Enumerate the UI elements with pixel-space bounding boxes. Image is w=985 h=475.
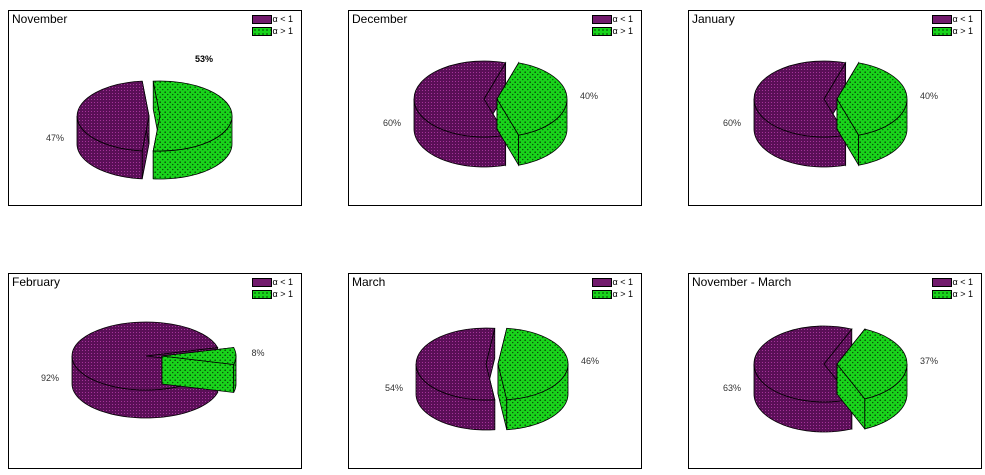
legend: α < 1 α > 1 <box>931 13 973 37</box>
chart-title: November - March <box>692 275 792 289</box>
legend: α < 1 α > 1 <box>591 13 633 37</box>
slice-alpha-gt-1 <box>836 61 908 167</box>
slice-alpha-gt-1-top <box>161 347 237 365</box>
pie-chart-february: 92% 8% <box>41 321 265 419</box>
slice-alpha-lt-1 <box>76 80 150 180</box>
slice-alpha-lt-1-top <box>753 60 847 138</box>
legend-item-alpha-gt-1: α > 1 <box>251 288 293 300</box>
slice-alpha-gt-1-top <box>496 62 568 136</box>
slice-alpha-gt-1 <box>161 347 237 393</box>
chart-panel-november: 47% 53% November α < 1 α > 1 <box>8 10 302 206</box>
legend-item-alpha-gt-1: α > 1 <box>251 25 293 37</box>
data-label: 92% <box>41 373 59 383</box>
chart-panel-january: 60% 40% January α < 1 α > 1 <box>688 10 982 206</box>
slice-alpha-lt-1 <box>753 325 853 433</box>
data-label: 53% <box>195 54 213 64</box>
legend-swatch-green <box>251 289 272 299</box>
legend-item-alpha-lt-1: α < 1 <box>931 13 973 25</box>
data-label: 8% <box>251 348 264 358</box>
chart-panel-december: 60% 40% December α < 1 α > 1 <box>348 10 642 206</box>
slice-alpha-lt-1-top <box>76 80 150 152</box>
pie-chart-november-march: 63% 37% <box>723 325 938 433</box>
legend-item-alpha-lt-1: α < 1 <box>591 13 633 25</box>
legend-item-alpha-lt-1: α < 1 <box>591 276 633 288</box>
legend-item-alpha-lt-1: α < 1 <box>251 276 293 288</box>
slice-alpha-gt-1 <box>496 61 568 167</box>
legend-item-alpha-gt-1: α > 1 <box>591 288 633 300</box>
slice-alpha-lt-1-top <box>415 327 496 401</box>
legend-swatch-purple <box>591 14 612 24</box>
legend-label: α > 1 <box>952 289 973 299</box>
chart-panel-march: 54% 46% March α < 1 α > 1 <box>348 273 642 469</box>
data-label: 60% <box>723 118 741 128</box>
legend-swatch-purple <box>931 277 952 287</box>
pie-chart-january: 60% 40% <box>723 60 938 168</box>
data-label: 63% <box>723 383 741 393</box>
legend-item-alpha-gt-1: α > 1 <box>931 25 973 37</box>
slice-alpha-gt-1 <box>152 80 233 180</box>
legend-label: α > 1 <box>612 26 633 36</box>
legend-swatch-purple <box>251 277 272 287</box>
chart-title: December <box>352 12 408 26</box>
legend-item-alpha-gt-1: α > 1 <box>591 25 633 37</box>
legend-label: α > 1 <box>272 289 293 299</box>
slice-alpha-gt-1-top <box>836 328 908 400</box>
legend-label: α < 1 <box>952 277 973 287</box>
legend: α < 1 α > 1 <box>931 276 973 300</box>
slice-alpha-gt-1 <box>497 327 569 431</box>
legend-swatch-purple <box>591 277 612 287</box>
pie-chart-december: 60% 40% <box>383 60 598 168</box>
chart-panel-november-march: 63% 37% November - March α < 1 α > 1 <box>688 273 982 469</box>
legend-swatch-green <box>931 289 952 299</box>
legend-swatch-green <box>591 26 612 36</box>
legend-label: α < 1 <box>612 277 633 287</box>
chart-title: January <box>692 12 735 26</box>
legend-label: α < 1 <box>612 14 633 24</box>
legend-swatch-green <box>591 289 612 299</box>
legend-swatch-purple <box>251 14 272 24</box>
pie-chart-november: 47% 53% <box>46 54 233 180</box>
legend-swatch-green <box>931 26 952 36</box>
slice-alpha-lt-1 <box>753 60 847 168</box>
data-label: 40% <box>920 91 938 101</box>
slice-alpha-lt-1-top <box>413 60 507 138</box>
chart-title: March <box>352 275 386 289</box>
pie-chart-march: 54% 46% <box>385 327 599 431</box>
legend-label: α > 1 <box>612 289 633 299</box>
data-label: 46% <box>581 356 599 366</box>
chart-title: November <box>12 12 68 26</box>
legend-item-alpha-gt-1: α > 1 <box>931 288 973 300</box>
slice-alpha-lt-1 <box>413 60 507 168</box>
legend-label: α < 1 <box>272 277 293 287</box>
legend-label: α > 1 <box>272 26 293 36</box>
data-label: 47% <box>46 133 64 143</box>
slice-alpha-lt-1-top <box>753 325 853 403</box>
chart-title: February <box>12 275 61 289</box>
legend-label: α > 1 <box>952 26 973 36</box>
legend-item-alpha-lt-1: α < 1 <box>931 276 973 288</box>
data-label: 37% <box>920 356 938 366</box>
data-label: 60% <box>383 118 401 128</box>
chart-panel-february: 92% 8% February α < 1 α > 1 <box>8 273 302 469</box>
slice-alpha-gt-1-top <box>152 80 233 152</box>
legend: α < 1 α > 1 <box>251 276 293 300</box>
legend-swatch-green <box>251 26 272 36</box>
legend-item-alpha-lt-1: α < 1 <box>251 13 293 25</box>
legend-label: α < 1 <box>952 14 973 24</box>
legend: α < 1 α > 1 <box>251 13 293 37</box>
data-label: 40% <box>580 91 598 101</box>
slice-alpha-lt-1 <box>415 327 496 431</box>
legend-label: α < 1 <box>272 14 293 24</box>
slice-alpha-gt-1-top <box>497 327 569 401</box>
slice-alpha-gt-1-top <box>836 62 908 136</box>
slice-alpha-gt-1 <box>836 327 908 431</box>
legend-swatch-purple <box>931 14 952 24</box>
legend: α < 1 α > 1 <box>591 276 633 300</box>
data-label: 54% <box>385 383 403 393</box>
